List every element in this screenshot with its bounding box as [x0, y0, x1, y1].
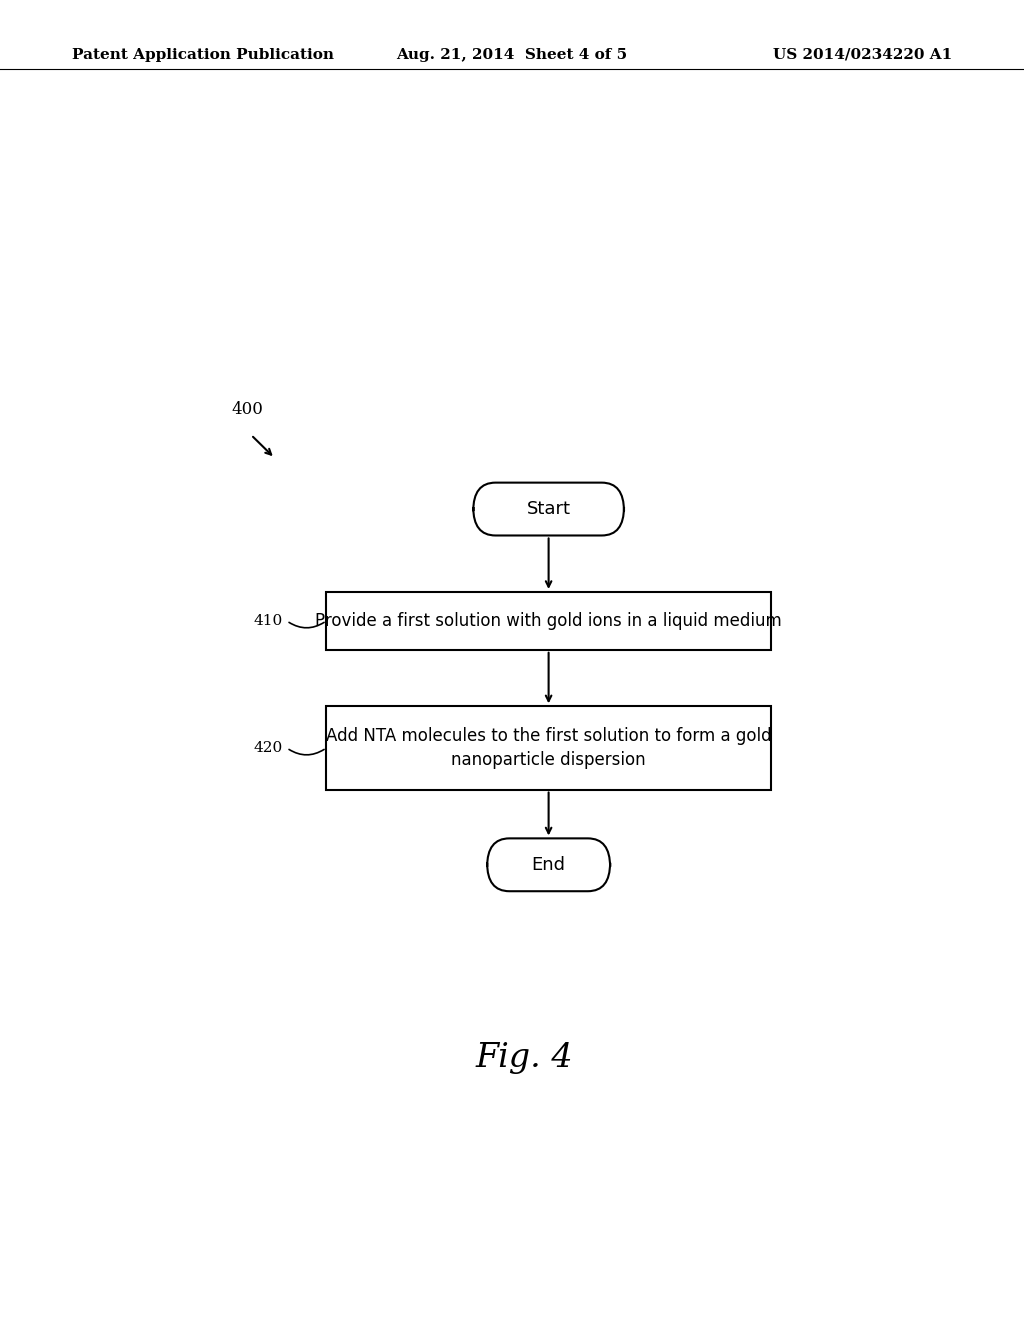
Text: 400: 400 — [231, 400, 263, 417]
Text: 410: 410 — [254, 614, 283, 628]
Text: Start: Start — [526, 500, 570, 517]
Text: End: End — [531, 855, 565, 874]
Text: 420: 420 — [254, 741, 283, 755]
Text: Aug. 21, 2014  Sheet 4 of 5: Aug. 21, 2014 Sheet 4 of 5 — [396, 48, 628, 62]
FancyBboxPatch shape — [327, 706, 771, 789]
Text: Provide a first solution with gold ions in a liquid medium: Provide a first solution with gold ions … — [315, 612, 782, 630]
Text: US 2014/0234220 A1: US 2014/0234220 A1 — [773, 48, 952, 62]
FancyBboxPatch shape — [473, 483, 624, 536]
FancyBboxPatch shape — [327, 591, 771, 649]
Text: Fig. 4: Fig. 4 — [476, 1041, 573, 1074]
FancyBboxPatch shape — [487, 838, 610, 891]
Text: Add NTA molecules to the first solution to form a gold
nanoparticle dispersion: Add NTA molecules to the first solution … — [326, 727, 771, 768]
Text: Patent Application Publication: Patent Application Publication — [72, 48, 334, 62]
